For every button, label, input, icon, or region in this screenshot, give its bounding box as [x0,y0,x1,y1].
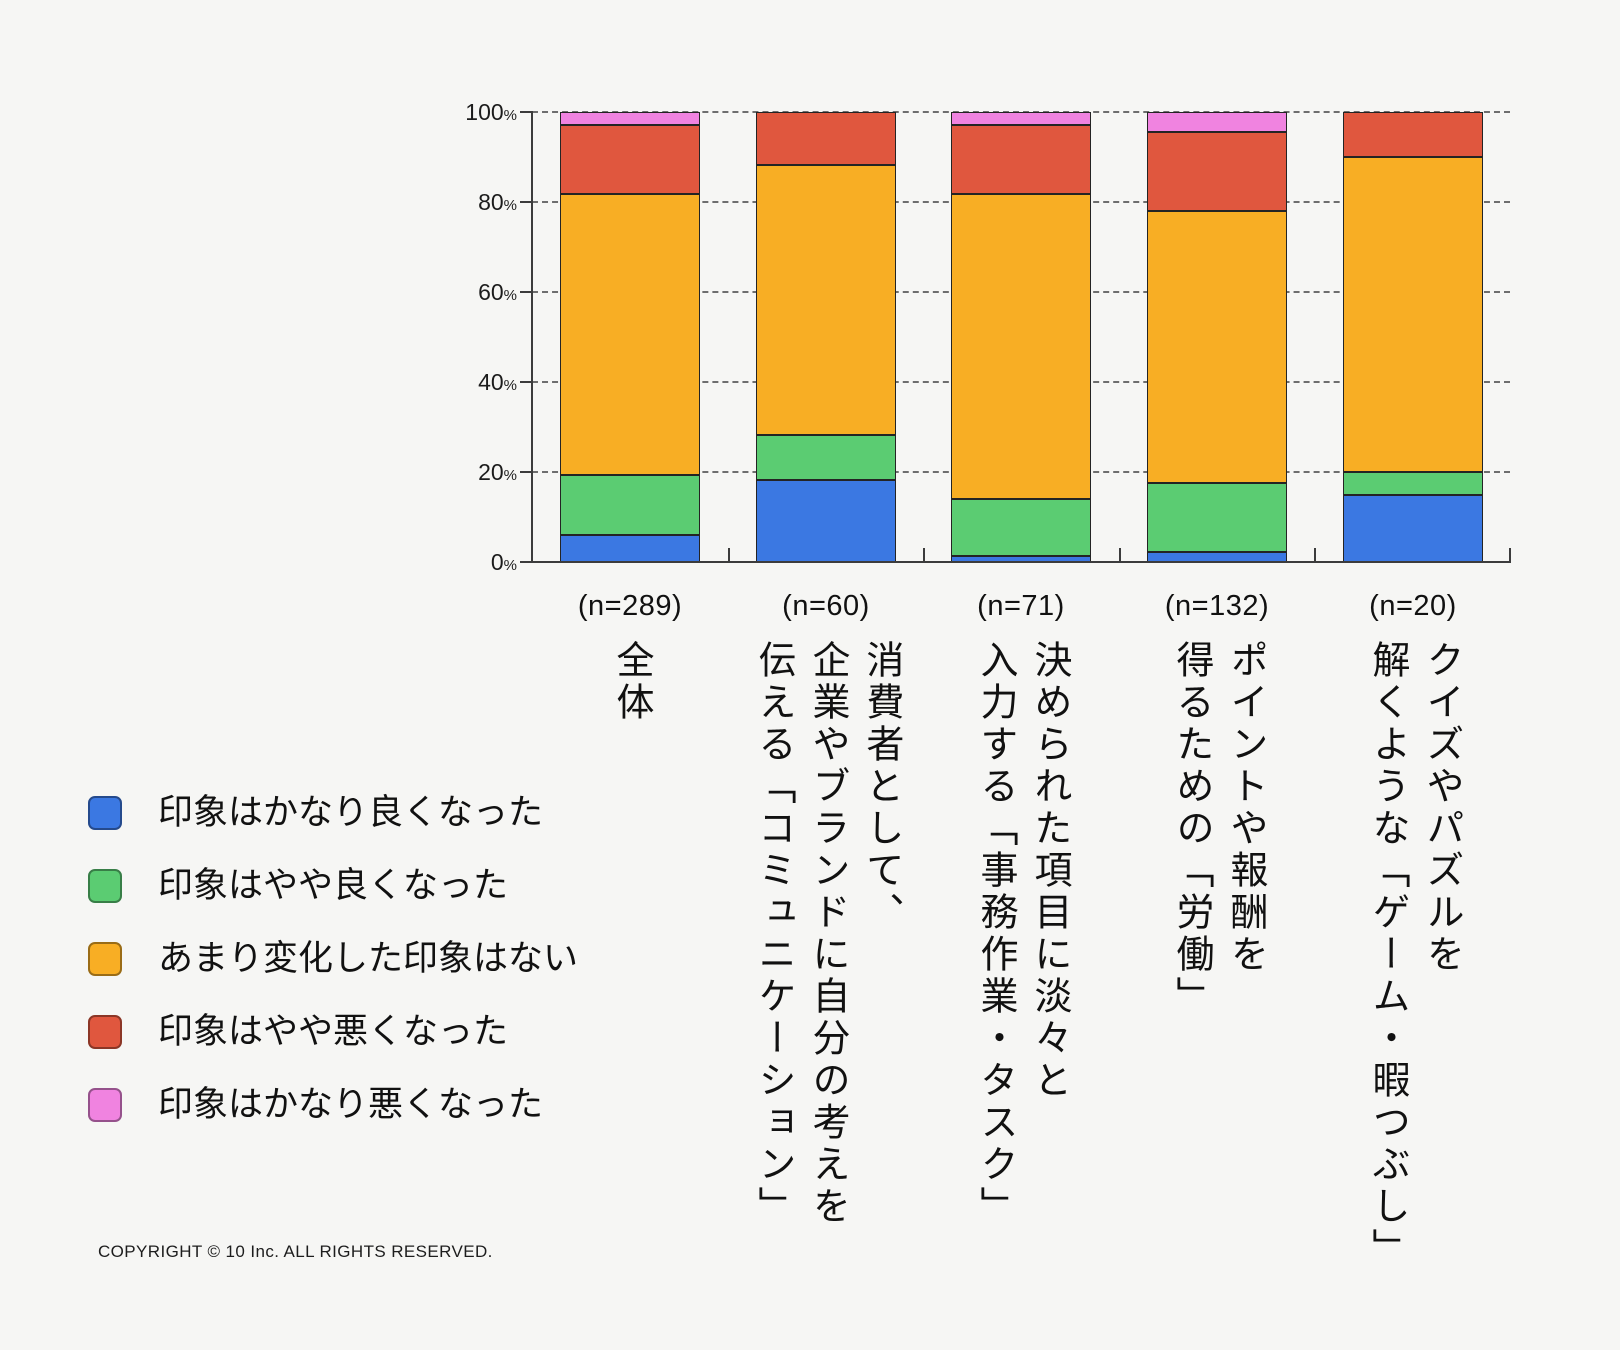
category-label-1: 全体 [609,640,652,724]
bar-3-segment-2 [951,498,1091,556]
bar-1-segment-4 [560,124,700,195]
y-axis-unit: % [503,557,517,574]
legend-item-4: 印象はやや悪くなった [88,1014,508,1050]
legend-item-label: 印象はかなり良くなった [158,793,544,832]
legend-swatch-2 [88,869,122,903]
bar-2 [756,112,896,562]
bar-3-segment-4 [951,124,1091,195]
bar-4-segment-2 [1147,483,1287,552]
y-axis-tick-40 [520,381,533,383]
legend-swatch-4 [88,1015,122,1049]
y-axis-label-80: 80% [380,187,517,221]
y-axis-label-value: 60 [478,279,504,305]
y-axis-label-100: 100% [380,97,517,131]
bar-4-segment-4 [1147,132,1287,211]
y-axis-tick-100 [520,111,533,113]
y-axis-unit: % [503,467,517,484]
y-axis-line [531,112,533,562]
y-axis-label-0: 0% [380,547,517,581]
sample-size-label-2: (n=60) [782,590,870,622]
y-axis-unit: % [503,107,517,124]
y-axis-unit: % [503,197,517,214]
bar-5 [1343,112,1483,562]
bar-3-segment-5 [951,112,1091,125]
x-axis-tick-1 [727,548,730,562]
y-axis-unit: % [503,377,517,394]
bar-2-segment-1 [756,479,896,562]
sample-size-label-3: (n=71) [977,590,1065,622]
y-axis-unit: % [503,287,517,304]
bar-3-segment-3 [951,194,1091,499]
bar-5-segment-4 [1343,112,1483,157]
y-axis-label-value: 0 [490,549,504,575]
sample-size-label-5: (n=20) [1369,590,1457,622]
legend-item-5: 印象はかなり悪くなった [88,1087,543,1123]
y-axis-label-20: 20% [380,457,517,491]
legend-swatch-1 [88,796,122,830]
category-label-3: 決められた項目に淡々と 入力する「事務作業・タスク」 [974,640,1070,1228]
legend-item-label: 印象はかなり悪くなった [158,1085,544,1124]
bar-1-segment-2 [560,474,700,536]
bar-5-segment-1 [1343,494,1483,562]
category-label-5: クイズやパズルを 解くような「ゲーム・暇つぶし」 [1366,640,1462,1270]
category-label-2: 消費者として、 企業やブランドに自分の考えを 伝える「コミュニケーション」 [752,640,902,1228]
x-axis-right-cap [1509,548,1511,562]
bar-4 [1147,112,1287,562]
legend-item-label: 印象はやや良くなった [158,866,509,905]
bar-2-segment-4 [756,112,896,165]
legend-item-2: 印象はやや良くなった [88,868,508,904]
x-axis-line [531,561,1511,563]
legend-item-3: あまり変化した印象はない [88,941,578,977]
legend-item-1: 印象はかなり良くなった [88,795,543,831]
category-label-4: ポイントや報酬を 得るための「労働」 [1170,640,1266,1018]
y-axis-tick-80 [520,201,533,203]
bar-2-segment-2 [756,434,896,480]
y-axis-label-value: 80 [478,189,504,215]
bar-1 [560,112,700,562]
bar-1-segment-1 [560,535,700,562]
y-axis-tick-60 [520,291,533,293]
bar-3 [951,112,1091,562]
x-axis-tick-2 [923,548,925,562]
legend-swatch-3 [88,942,122,976]
bar-1-segment-3 [560,194,700,475]
bar-4-segment-5 [1147,112,1287,133]
sample-size-label-1: (n=289) [577,590,683,622]
y-axis-label-value: 100 [465,99,504,125]
bar-5-segment-3 [1343,157,1483,472]
legend-swatch-5 [88,1088,122,1122]
bar-1-segment-5 [560,112,700,125]
bar-2-segment-3 [756,164,896,435]
gridline-100 [532,111,1510,113]
x-axis-tick-3 [1118,548,1121,562]
bar-5-segment-2 [1343,472,1483,495]
copyright-text: COPYRIGHT © 10 Inc. ALL RIGHTS RESERVED. [98,1242,493,1261]
bar-4-segment-3 [1147,210,1287,484]
y-axis-label-60: 60% [380,277,517,311]
sample-size-label-4: (n=132) [1164,590,1270,622]
legend-item-label: 印象はやや悪くなった [158,1012,509,1051]
y-axis-tick-20 [520,471,533,473]
y-axis-label-40: 40% [380,367,517,401]
legend-item-label: あまり変化した印象はない [158,939,579,978]
y-axis-label-value: 40 [478,369,504,395]
y-axis-label-value: 20 [478,459,504,485]
x-axis-tick-4 [1314,548,1316,562]
y-axis-tick-0 [520,561,533,563]
